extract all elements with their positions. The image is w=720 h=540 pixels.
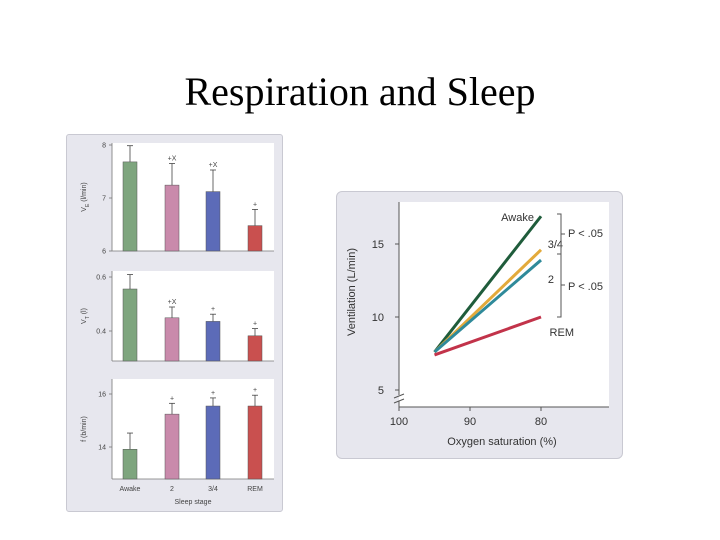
x-tick-label: 100 (390, 416, 408, 428)
axis-break-mark (393, 393, 405, 404)
bar-REM (247, 405, 263, 480)
significance-marker: + (253, 387, 257, 394)
plot-area (399, 202, 609, 407)
significance-marker: + (211, 306, 215, 313)
x-tick-label: Awake (120, 486, 141, 493)
y-tick-label: 6 (102, 249, 106, 256)
series-line-awake (433, 215, 543, 353)
x-tick-label: 80 (535, 416, 547, 428)
p-value-annotation: P < .05 (568, 228, 603, 240)
x-axis-label: Oxygen saturation (%) (447, 436, 556, 448)
x-tick-label: 3/4 (208, 486, 218, 493)
y-tick-label: 14 (98, 445, 106, 452)
bar-REM (247, 335, 263, 362)
y-tick-label: 15 (372, 239, 384, 251)
significance-marker: +X (168, 156, 177, 163)
bar-panel-0: 8 7 6 VE (l/min) +X +X + (81, 143, 274, 256)
series-line-2 (433, 258, 542, 354)
y-tick-label: 10 (372, 312, 384, 324)
series-label: Awake (501, 212, 534, 224)
bar-Awake (122, 449, 138, 480)
bar-Awake (122, 288, 138, 362)
y-tick-label: 7 (102, 196, 106, 203)
bar-2 (164, 317, 180, 362)
bar-panel-1: 0.6 0.4 VT (l) +X + + (81, 271, 274, 362)
significance-marker: + (253, 201, 257, 208)
bar-3-4 (205, 405, 221, 480)
bar-Awake (122, 161, 138, 252)
series-line-rem (433, 315, 542, 357)
line-chart-svg: 15 10 5 100 90 80 Ventilation (L/min) Oxygen sa… (346, 202, 609, 448)
bar-3-4 (205, 321, 221, 362)
series-label: 3/4 (548, 239, 563, 251)
series-label: 2 (548, 274, 554, 286)
x-tick-label: 90 (464, 416, 476, 428)
y-tick-label: 0.6 (96, 275, 106, 282)
ventilation-line-chart: 15 10 5 100 90 80 Ventilation (L/min) Oxygen sa… (336, 191, 623, 459)
y-tick-label: 5 (378, 385, 384, 397)
series-label: REM (550, 327, 574, 339)
significance-marker: + (211, 390, 215, 397)
bar-3-4 (205, 191, 221, 252)
p-value-annotation: P < .05 (568, 281, 603, 293)
bar-REM (247, 225, 263, 252)
plot-area (112, 271, 274, 361)
slide-title: Respiration and Sleep (184, 69, 536, 114)
bar-2 (164, 413, 180, 480)
x-tick-label: REM (247, 486, 263, 493)
y-axis-label: f (b/min) (81, 416, 88, 442)
significance-marker: +X (209, 162, 218, 169)
sleep-stage-bar-charts: 8 7 6 VE (l/min) +X +X +0.6 0.4 VT (l) +X + +16 14 f … (66, 134, 283, 512)
bar-charts-svg: 8 7 6 VE (l/min) +X +X +0.6 0.4 VT (l) +X + +16 14 f … (81, 143, 274, 506)
y-tick-label: 16 (98, 392, 106, 399)
y-tick-label: 0.4 (96, 329, 106, 336)
plot-area (112, 143, 274, 251)
plot-area (112, 379, 274, 479)
bar-panel-2: 16 14 f (b/min) + + + (81, 379, 274, 480)
significance-bracket (557, 253, 565, 318)
x-tick-label: 2 (170, 486, 174, 493)
significance-marker: + (253, 321, 257, 328)
y-tick-label: 8 (102, 143, 106, 150)
significance-marker: + (170, 395, 174, 402)
significance-marker: +X (168, 299, 177, 306)
y-axis-label: Ventilation (L/min) (346, 248, 358, 336)
y-axis-label: VE (l/min) (81, 182, 91, 211)
bar-2 (164, 184, 180, 252)
x-axis-label: Sleep stage (175, 499, 212, 506)
y-axis-label: VT (l) (81, 308, 91, 324)
